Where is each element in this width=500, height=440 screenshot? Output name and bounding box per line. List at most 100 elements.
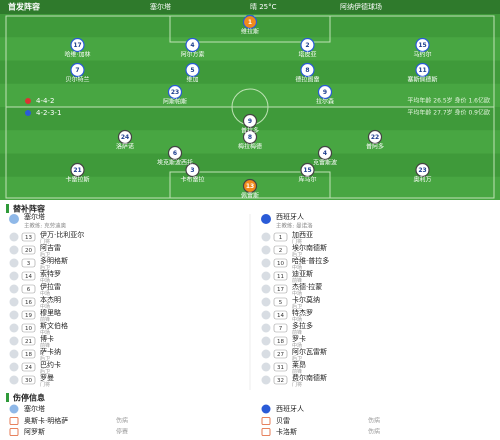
player-marker — [415, 162, 430, 178]
avatar — [9, 245, 19, 255]
sub-name: 多拉多 — [292, 321, 313, 330]
sub-position: 中场 — [292, 264, 302, 271]
avatar — [9, 349, 19, 359]
number-box — [21, 245, 36, 255]
team-name: 西班牙人 — [276, 212, 304, 221]
player-marker — [185, 162, 200, 178]
sub-name: 伊万·比利亚尔 — [40, 230, 84, 239]
sub-name: 本杰明 — [40, 295, 61, 304]
sub-number: 20 — [25, 248, 32, 254]
avatar — [9, 297, 19, 307]
weather: 晴 25°C — [250, 2, 277, 11]
number-box — [21, 336, 36, 346]
avatar — [261, 297, 271, 307]
team-crest — [261, 214, 271, 224]
sub-name: 多明格斯 — [40, 256, 68, 265]
player-number: 9 — [248, 118, 252, 125]
subs-title: 替补阵容 — [13, 204, 45, 214]
player-number: 15 — [303, 167, 311, 174]
sub-position: 前锋 — [40, 316, 50, 323]
home-info: 平均年龄 26.5岁 身价 1.6亿欧 — [407, 97, 490, 105]
sub-position: 前锋 — [40, 342, 50, 349]
player-marker — [300, 37, 315, 53]
player-number: 13 — [246, 183, 254, 190]
sub-name: 穆里略 — [40, 308, 61, 317]
sub-number: 32 — [277, 378, 284, 384]
avatar — [261, 284, 271, 294]
player-marker — [70, 62, 85, 78]
player-number: 5 — [190, 67, 194, 74]
avatar — [9, 336, 19, 346]
number-box — [273, 362, 288, 372]
player-marker — [317, 145, 333, 161]
player-name: 卡布雷拉 — [180, 176, 204, 184]
player-number: 23 — [171, 89, 179, 96]
sub-number: 7 — [279, 326, 283, 332]
player-number: 4 — [323, 150, 327, 157]
avatar — [9, 232, 19, 242]
sub-position: 中场 — [40, 329, 50, 336]
player-number: 24 — [121, 134, 129, 141]
number-box — [21, 271, 36, 281]
injury-type: 伤病 — [116, 417, 128, 425]
sub-name: 巴约卡 — [40, 360, 61, 369]
sub-number: 18 — [277, 339, 284, 345]
avatar — [9, 375, 19, 385]
player-name: 奥利万 — [413, 176, 431, 184]
injured-name: 卡洛斯 — [276, 427, 297, 436]
avatar — [9, 284, 19, 294]
sub-name: 卡尔莫纳 — [292, 295, 320, 304]
sub-number: 13 — [25, 235, 32, 241]
penalty-box — [169, 171, 331, 199]
player-number: 23 — [418, 167, 426, 174]
sub-position: 门将 — [292, 238, 302, 245]
player-name: 克雷斯波 — [313, 159, 337, 167]
sub-name: 萨卡纳 — [40, 347, 61, 356]
sub-number: 14 — [25, 274, 32, 280]
avatar — [261, 362, 271, 372]
home-formation: 4-4-2 — [36, 97, 54, 105]
sub-name: 索特罗 — [40, 269, 61, 278]
sub-number: 11 — [277, 274, 284, 280]
section-marker — [6, 204, 9, 213]
coach: 主教练: 克劳迪奥 — [24, 222, 67, 230]
sub-number: 31 — [277, 365, 284, 371]
avatar — [9, 271, 19, 281]
player-marker — [317, 84, 333, 100]
number-box — [21, 349, 36, 359]
sub-number: 27 — [277, 352, 284, 358]
player-name: 拉尔森 — [316, 98, 334, 106]
player-number: 15 — [418, 42, 426, 49]
sub-number: 10 — [277, 261, 284, 267]
avatar — [9, 310, 19, 320]
player-marker — [70, 37, 85, 53]
sub-position: 后卫 — [40, 264, 50, 271]
injuries-title: 伤停信息 — [12, 393, 45, 403]
player-marker — [167, 145, 183, 161]
player-marker — [185, 37, 200, 53]
player-marker — [185, 62, 200, 78]
sub-name: 博卡 — [40, 334, 54, 343]
injured-name: 贝雷 — [276, 417, 290, 425]
player-name: 塔皮亚 — [298, 51, 316, 59]
player-marker — [70, 162, 85, 178]
sub-position: 中场 — [40, 303, 50, 310]
player-name: 德拉图雷 — [295, 76, 319, 84]
stripe — [0, 37, 500, 61]
player-name: 马约尔 — [413, 51, 431, 59]
player-number: 3 — [190, 167, 194, 174]
away-formation: 4-2-3-1 — [36, 109, 61, 117]
sub-position: 中场 — [40, 277, 50, 284]
sub-name: 罗卡 — [292, 334, 306, 343]
sub-name: 罗曼 — [40, 374, 54, 382]
player-name: 埃克斯波西托 — [157, 159, 193, 167]
player-number: 9 — [323, 89, 327, 96]
sub-number: 30 — [25, 378, 32, 384]
sub-position: 前锋 — [292, 329, 302, 336]
player-number: 22 — [371, 134, 379, 141]
sub-position: 中场 — [292, 316, 302, 323]
number-box — [21, 284, 36, 294]
number-box — [273, 258, 288, 268]
venue: 阿纳伊德球场 — [340, 2, 382, 11]
section-marker — [6, 393, 9, 402]
